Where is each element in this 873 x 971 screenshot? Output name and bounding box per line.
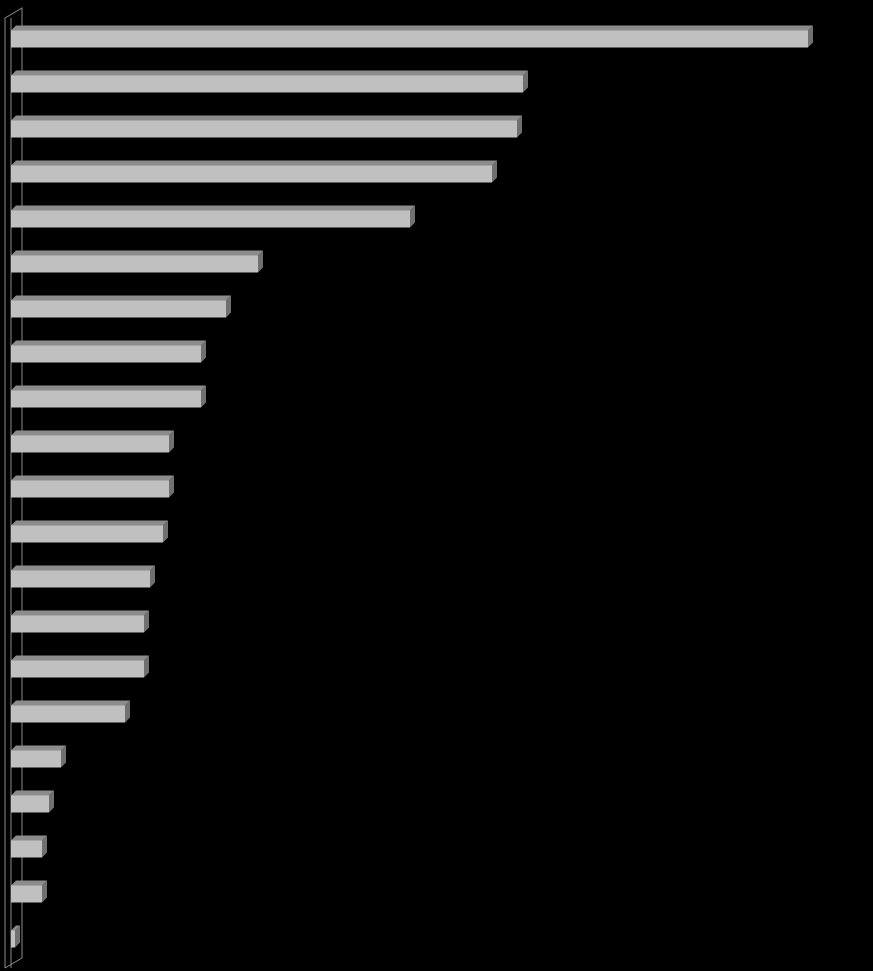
bar-side <box>163 520 168 543</box>
bar-top <box>11 160 497 166</box>
bar-side <box>125 700 130 723</box>
bar-side <box>42 880 47 903</box>
bar <box>11 660 144 678</box>
bar-side <box>492 160 497 183</box>
wall-outline <box>4 7 23 969</box>
bar <box>11 615 144 633</box>
bar <box>11 570 150 588</box>
bar <box>11 345 201 363</box>
bar-top <box>11 790 54 796</box>
bar-top <box>11 565 155 571</box>
bar-side <box>169 430 174 453</box>
bar <box>11 750 61 768</box>
bar-top <box>11 430 174 436</box>
bar-top <box>11 115 522 121</box>
bar-side <box>150 565 155 588</box>
bar <box>11 75 523 93</box>
bar-side <box>49 790 54 813</box>
bar <box>11 885 42 903</box>
bar-side <box>42 835 47 858</box>
bar-side <box>201 385 206 408</box>
bar <box>11 255 258 273</box>
bar-top <box>11 880 47 886</box>
bar-side <box>144 655 149 678</box>
bar <box>11 390 201 408</box>
bar-top <box>11 835 47 841</box>
bar <box>11 795 49 813</box>
bar <box>11 30 808 48</box>
bar-top <box>11 655 149 661</box>
bar-top <box>11 340 206 346</box>
bar-top <box>11 205 415 211</box>
bar-top <box>11 385 206 391</box>
bar-top <box>11 925 20 931</box>
bar-top <box>11 70 528 76</box>
bar <box>11 480 169 498</box>
bar-side <box>410 205 415 228</box>
bar <box>11 300 226 318</box>
bar-side <box>523 70 528 93</box>
bar-top <box>11 520 168 526</box>
bar-side <box>169 475 174 498</box>
bar-side <box>517 115 522 138</box>
bar-top <box>11 25 813 31</box>
bar-side <box>808 25 813 48</box>
bar-top <box>11 475 174 481</box>
bar-top <box>11 250 263 256</box>
bar-side <box>15 925 20 948</box>
bar-top <box>11 700 130 706</box>
bar-top <box>11 295 231 301</box>
bar-side <box>201 340 206 363</box>
bar <box>11 165 492 183</box>
bar <box>11 120 517 138</box>
bar-side <box>258 250 263 273</box>
bar-top <box>11 610 149 616</box>
bar-side <box>144 610 149 633</box>
bar <box>11 210 410 228</box>
bar <box>11 840 42 858</box>
bar <box>11 525 163 543</box>
bar-side <box>61 745 66 768</box>
bar <box>11 705 125 723</box>
bar <box>11 930 15 948</box>
bar-side <box>226 295 231 318</box>
bar-top <box>11 745 66 751</box>
bar <box>11 435 169 453</box>
